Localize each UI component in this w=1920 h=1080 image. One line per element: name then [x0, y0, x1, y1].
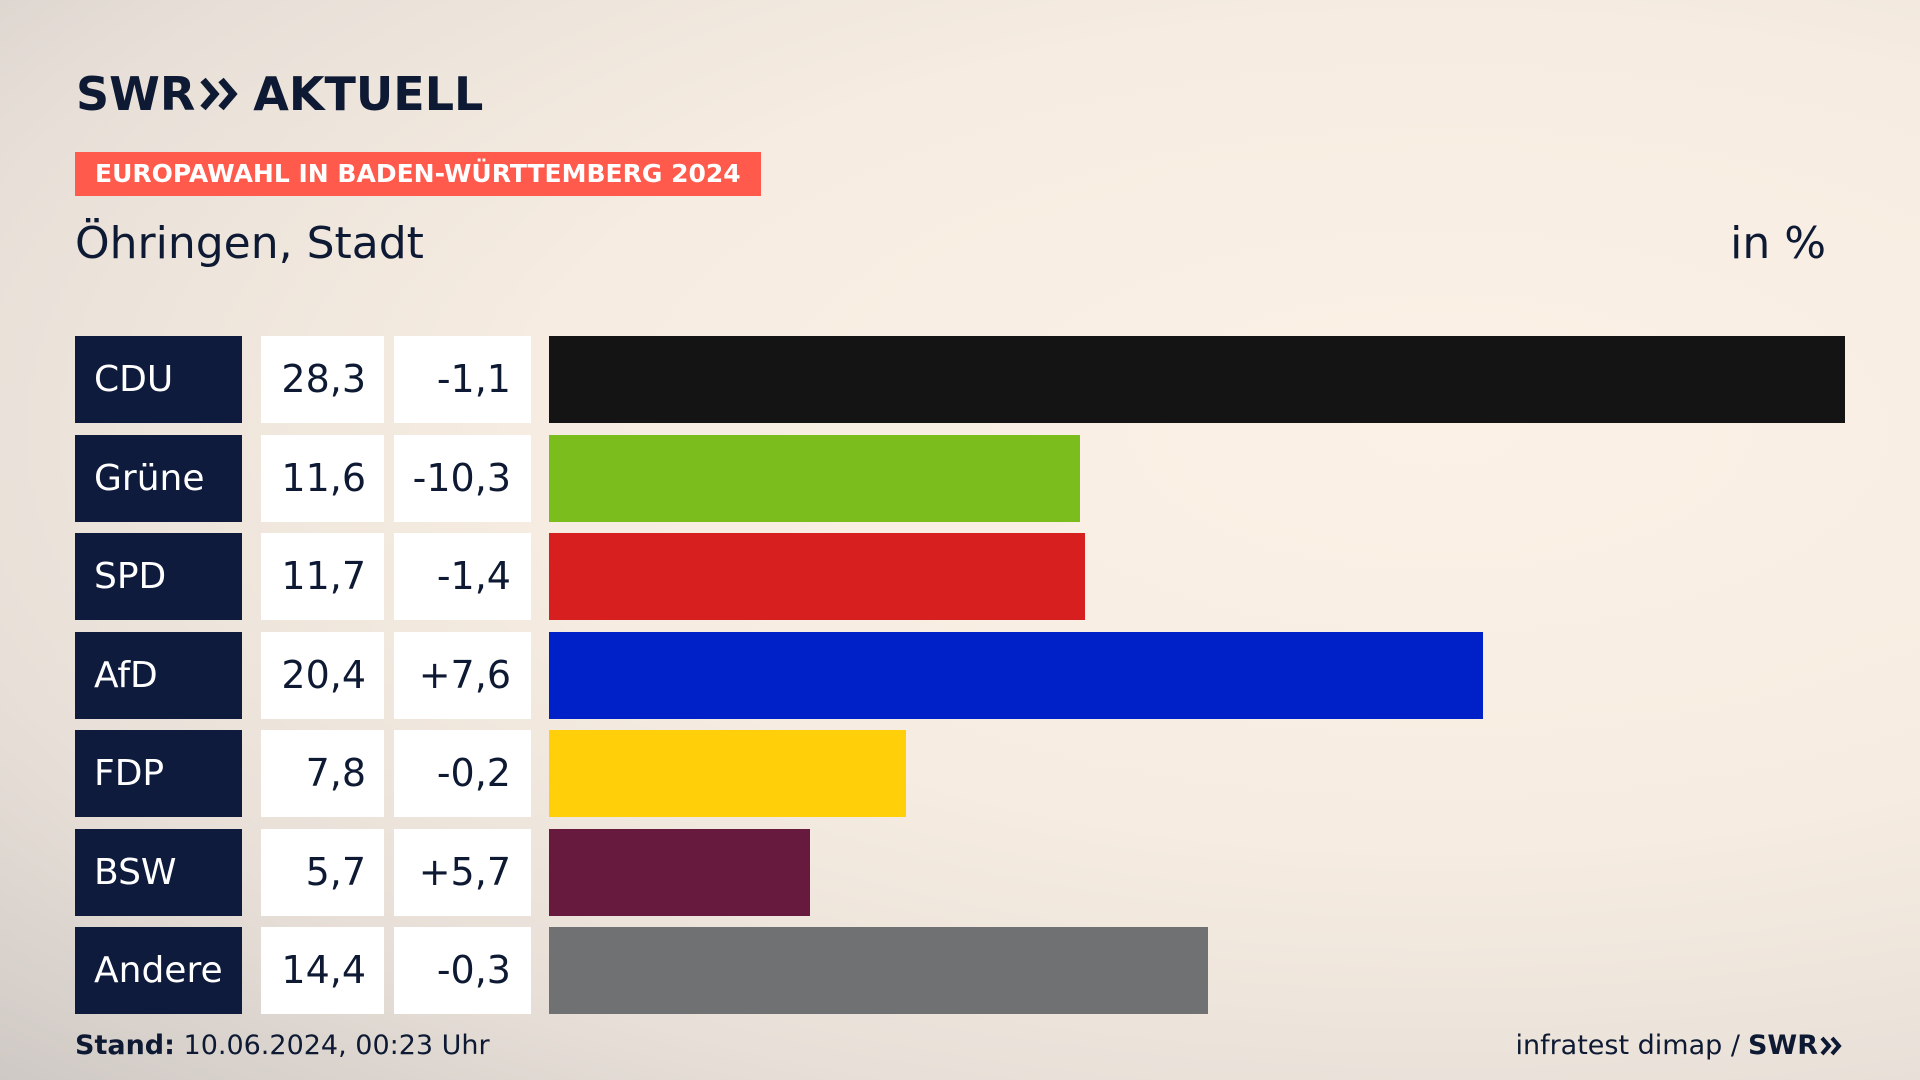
vote-share-value: 20,4	[261, 632, 384, 719]
vote-change-value: -1,4	[394, 533, 531, 620]
vote-change-value: -1,1	[394, 336, 531, 423]
vote-change-value: +5,7	[394, 829, 531, 916]
result-row: AfD 20,4 +7,6	[75, 632, 1845, 719]
swr-aktuell-logo: SWR AKTUELL	[76, 64, 483, 124]
party-label: FDP	[75, 730, 242, 817]
vote-change-value: +7,6	[394, 632, 531, 719]
vote-share-bar	[549, 435, 1080, 522]
vote-share-value: 7,8	[261, 730, 384, 817]
vote-change-value: -0,3	[394, 927, 531, 1014]
double-chevron-icon	[1820, 1036, 1842, 1055]
vote-share-value: 14,4	[261, 927, 384, 1014]
source-text: infratest dimap /	[1515, 1030, 1740, 1061]
stand-label: Stand:	[75, 1030, 175, 1061]
vote-share-bar	[549, 730, 906, 817]
double-chevron-icon	[199, 76, 243, 112]
unit-label: in %	[1730, 218, 1826, 269]
source-brand: SWR	[1748, 1030, 1844, 1061]
result-row: FDP 7,8 -0,2	[75, 730, 1845, 817]
source-credit: infratest dimap / SWR	[1515, 1030, 1844, 1061]
logo-suffix-text: AKTUELL	[253, 67, 484, 121]
vote-change-value: -10,3	[394, 435, 531, 522]
vote-share-value: 11,6	[261, 435, 384, 522]
vote-change-value: -0,2	[394, 730, 531, 817]
result-row: SPD 11,7 -1,4	[75, 533, 1845, 620]
vote-share-bar	[549, 829, 810, 916]
election-tagline: EUROPAWAHL IN BADEN-WÜRTTEMBERG 2024	[75, 152, 761, 196]
result-row: Grüne 11,6 -10,3	[75, 435, 1845, 522]
vote-share-value: 11,7	[261, 533, 384, 620]
logo-brand-text: SWR	[76, 67, 196, 121]
party-label: Andere	[75, 927, 242, 1014]
vote-share-bar	[549, 927, 1208, 1014]
vote-share-value: 28,3	[261, 336, 384, 423]
result-row: Andere 14,4 -0,3	[75, 927, 1845, 1014]
vote-share-bar	[549, 533, 1085, 620]
place-title: Öhringen, Stadt	[75, 218, 424, 269]
vote-share-bar	[549, 336, 1845, 423]
party-label: SPD	[75, 533, 242, 620]
stand-timestamp: Stand: 10.06.2024, 00:23 Uhr	[75, 1030, 490, 1061]
result-row: BSW 5,7 +5,7	[75, 829, 1845, 916]
result-row: CDU 28,3 -1,1	[75, 336, 1845, 423]
stand-value: 10.06.2024, 00:23 Uhr	[183, 1030, 490, 1061]
vote-share-bar	[549, 632, 1483, 719]
party-label: Grüne	[75, 435, 242, 522]
party-label: AfD	[75, 632, 242, 719]
vote-share-value: 5,7	[261, 829, 384, 916]
party-label: BSW	[75, 829, 242, 916]
source-brand-text: SWR	[1747, 1030, 1818, 1061]
party-label: CDU	[75, 336, 242, 423]
